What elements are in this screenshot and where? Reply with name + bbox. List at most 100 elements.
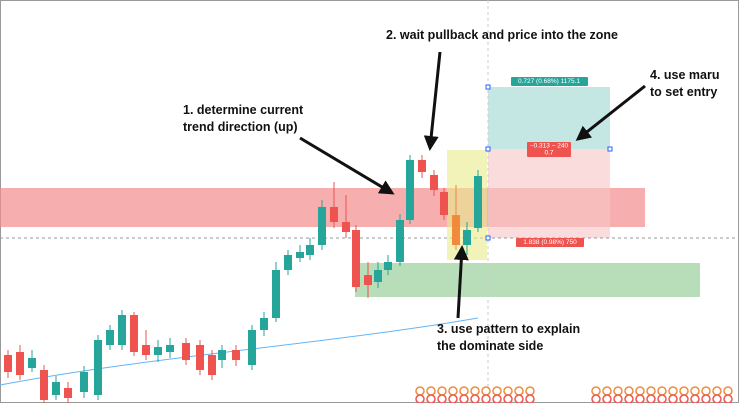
candle-body — [330, 207, 338, 222]
event-icon — [690, 394, 700, 403]
candle-body — [80, 372, 88, 392]
stop-area — [488, 149, 610, 238]
event-icon — [690, 386, 700, 396]
entry-tag — [527, 142, 571, 157]
event-icon — [701, 394, 711, 403]
candle-body — [118, 315, 126, 345]
arrow — [575, 84, 646, 141]
candle-body — [248, 330, 256, 365]
candle-body — [284, 255, 292, 270]
candle-body — [352, 230, 360, 287]
candle-body — [130, 315, 138, 352]
target-area — [488, 87, 610, 149]
stop-label: 1.838 (0.98%) 750 — [523, 239, 577, 246]
event-icon — [514, 386, 524, 396]
candle-body — [463, 230, 471, 245]
candle-body — [452, 215, 460, 245]
event-icon — [657, 394, 667, 403]
event-icon — [712, 386, 722, 396]
candle-body — [64, 388, 72, 398]
event-icon — [613, 386, 623, 396]
handle[interactable] — [485, 235, 491, 241]
event-icon — [481, 386, 491, 396]
event-icon — [679, 394, 689, 403]
event-icon — [448, 386, 458, 396]
candles — [4, 155, 482, 403]
event-icon — [525, 394, 535, 403]
event-icon — [679, 386, 689, 396]
candle-body — [318, 207, 326, 245]
candle-body — [406, 160, 414, 220]
event-icon — [624, 386, 634, 396]
candle-body — [260, 318, 268, 330]
event-icon — [624, 394, 634, 403]
annotation: 2. wait pullback and price into the zone — [386, 28, 618, 42]
handle[interactable] — [485, 84, 491, 90]
handle[interactable] — [607, 146, 613, 152]
event-icon — [492, 394, 502, 403]
entry-label: 0.7 — [544, 150, 553, 157]
event-icons — [415, 386, 733, 403]
arrow — [423, 51, 442, 151]
candle-body — [396, 220, 404, 262]
candle-body — [296, 252, 304, 258]
candle-body — [430, 175, 438, 190]
event-icon — [723, 386, 733, 396]
target-tag — [511, 77, 588, 86]
candle-body — [196, 345, 204, 370]
moving-average — [0, 317, 479, 386]
event-icon — [437, 386, 447, 396]
event-icon — [459, 386, 469, 396]
event-icon — [591, 386, 601, 396]
arrow — [453, 245, 469, 319]
event-icon — [470, 394, 480, 403]
candle-body — [94, 340, 102, 395]
event-icon — [481, 394, 491, 403]
event-icon — [602, 386, 612, 396]
event-icon — [470, 386, 480, 396]
event-icon — [415, 394, 425, 403]
annotation: the dominate side — [437, 339, 543, 353]
candle-body — [440, 192, 448, 215]
event-icon — [459, 394, 469, 403]
candle-body — [106, 330, 114, 345]
support-zone — [355, 263, 700, 297]
candle-body — [28, 358, 36, 368]
candle-body — [166, 345, 174, 352]
arrow — [299, 136, 395, 195]
candle-body — [4, 355, 12, 372]
event-icon — [426, 386, 436, 396]
event-icon — [514, 394, 524, 403]
event-icon — [426, 394, 436, 403]
candle-body — [182, 343, 190, 360]
event-icon — [668, 386, 678, 396]
annotation: 1. determine current — [183, 103, 304, 117]
event-icon — [591, 394, 601, 403]
event-icon — [646, 394, 656, 403]
event-icon — [503, 386, 513, 396]
candle-body — [232, 350, 240, 360]
candle-body — [154, 347, 162, 355]
target-label: 0.727 (0.68%) 1175.1 — [518, 78, 580, 85]
candle-body — [208, 355, 216, 375]
handle[interactable] — [485, 146, 491, 152]
candle-body — [272, 270, 280, 318]
event-icon — [503, 394, 513, 403]
candle-body — [342, 222, 350, 232]
stop-tag — [516, 238, 584, 247]
event-icon — [701, 386, 711, 396]
candle-body — [218, 350, 226, 360]
event-icon — [635, 386, 645, 396]
candle-body — [374, 270, 382, 282]
event-icon — [712, 394, 722, 403]
event-icon — [668, 394, 678, 403]
candle-body — [364, 275, 372, 285]
candle-body — [418, 160, 426, 172]
candle-body — [306, 245, 314, 255]
event-icon — [492, 386, 502, 396]
event-icon — [602, 394, 612, 403]
candle-body — [142, 345, 150, 355]
entry-label: −0.313 ~ 240 — [530, 143, 569, 150]
